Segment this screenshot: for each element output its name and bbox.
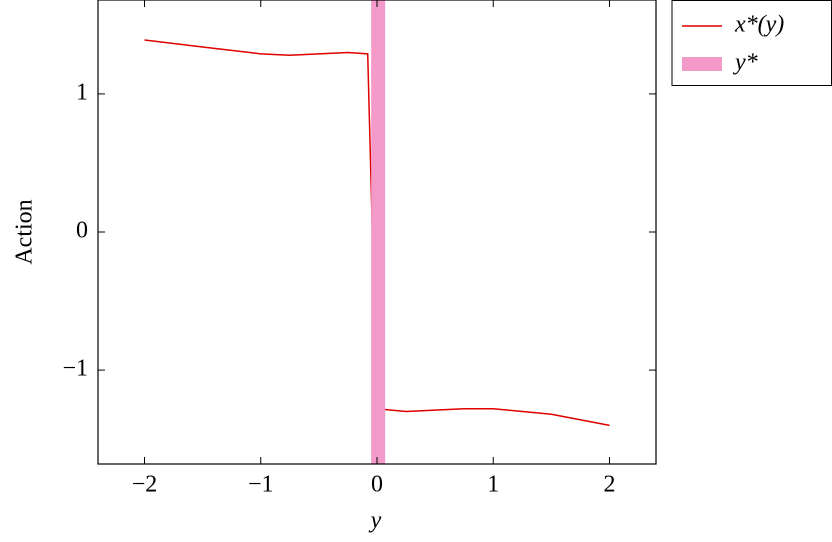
y-tick-label: 1	[76, 79, 88, 105]
x-axis-label: y	[369, 508, 382, 534]
y-axis-label: Action	[12, 199, 38, 264]
x-tick-label: 1	[487, 472, 499, 498]
x-tick-label: −1	[248, 472, 274, 498]
legend-label: x*(y)	[734, 12, 784, 38]
y-star-band	[371, 0, 386, 464]
x-tick-label: 0	[371, 472, 383, 498]
x-tick-label: −2	[132, 472, 158, 498]
y-tick-label: 0	[76, 218, 88, 244]
x-tick-label: 2	[604, 472, 616, 498]
legend-box	[671, 0, 832, 86]
y-tick-label: −1	[62, 356, 88, 382]
legend-label: y*	[733, 50, 758, 76]
